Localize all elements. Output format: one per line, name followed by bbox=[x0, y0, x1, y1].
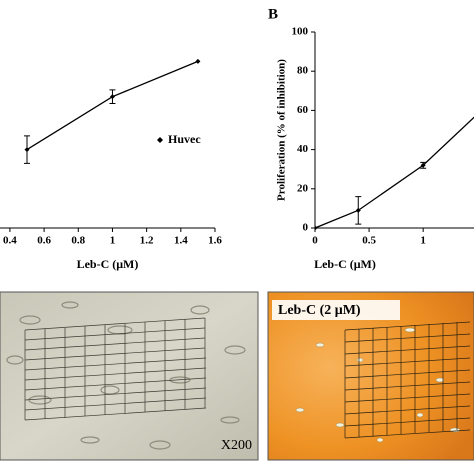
plot bbox=[24, 58, 201, 164]
point bbox=[195, 58, 201, 64]
micrograph-control: X200 bbox=[0, 291, 259, 461]
x-tick-label: 0.5 bbox=[362, 235, 376, 247]
y-axis-label: Proliferation (% of inhibition) bbox=[276, 59, 288, 201]
x-tick-label: 1 bbox=[110, 235, 116, 247]
x-tick-label: 0.8 bbox=[71, 235, 85, 247]
x-tick-label: 1.6 bbox=[208, 235, 222, 247]
point bbox=[420, 162, 426, 168]
legend-label: Huvec bbox=[168, 132, 201, 146]
chart: 0 0.5 1 0 20 40 60 80 100 Leb-C (μM) Proliferation… bbox=[268, 6, 474, 271]
point bbox=[24, 147, 30, 153]
point bbox=[109, 94, 115, 100]
y-tick-label: 100 bbox=[292, 26, 309, 38]
x-axis-label: Leb-C (μM) bbox=[314, 257, 376, 271]
treatment-label: Leb-C (2 μM) bbox=[278, 303, 361, 318]
legend-marker bbox=[157, 137, 163, 143]
x-tick-label: 0 bbox=[312, 235, 318, 247]
x-tick-label: 1.2 bbox=[140, 235, 154, 247]
panel-label: B bbox=[268, 6, 278, 22]
plot bbox=[315, 116, 474, 231]
x-tick-label: 0.6 bbox=[37, 235, 51, 247]
label-box bbox=[272, 300, 400, 320]
point bbox=[315, 225, 318, 231]
point bbox=[355, 207, 361, 213]
y-tick-label: 20 bbox=[297, 182, 309, 194]
x-tick-label: 1.4 bbox=[174, 235, 188, 247]
magnification-label: X200 bbox=[221, 438, 252, 453]
micrograph-treated: Leb-C (2 μM) bbox=[267, 291, 474, 461]
line bbox=[315, 116, 474, 229]
y-tick-label: 80 bbox=[297, 65, 309, 77]
y-tick-label: 60 bbox=[297, 104, 309, 116]
x-tick-label: 1 bbox=[420, 235, 426, 247]
y-tick-label: 0 bbox=[303, 222, 309, 234]
chart: 0.4 0.6 0.8 1 1.2 1.4 1.6 Leb-C (μM) Huvec bbox=[0, 58, 222, 271]
x-tick-label: 0.4 bbox=[3, 235, 17, 247]
x-axis-label: Leb-C (μM) bbox=[77, 257, 139, 271]
y-tick-label: 40 bbox=[297, 143, 309, 155]
